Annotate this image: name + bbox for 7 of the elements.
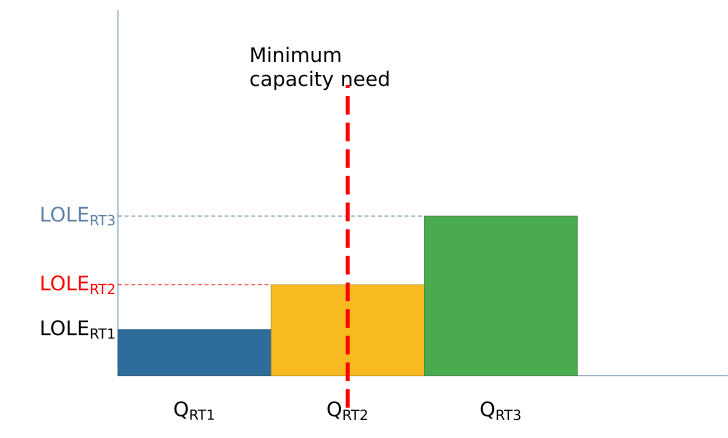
ref-line-label: Minimum capacity need — [250, 46, 389, 90]
text: LOLE$_{RT1}$ — [42, 320, 114, 339]
x-tick-label: Q$_{RT3}$ — [480, 401, 520, 420]
x-tick-label: Q$_{RT2}$ — [328, 401, 367, 420]
ref-line-label: LOLE$_{RT3}$ — [42, 206, 115, 226]
ref-line-label: LOLE$_{RT2}$ — [42, 276, 114, 294]
x-tick-label: Q$_{RT1}$ — [174, 401, 214, 420]
